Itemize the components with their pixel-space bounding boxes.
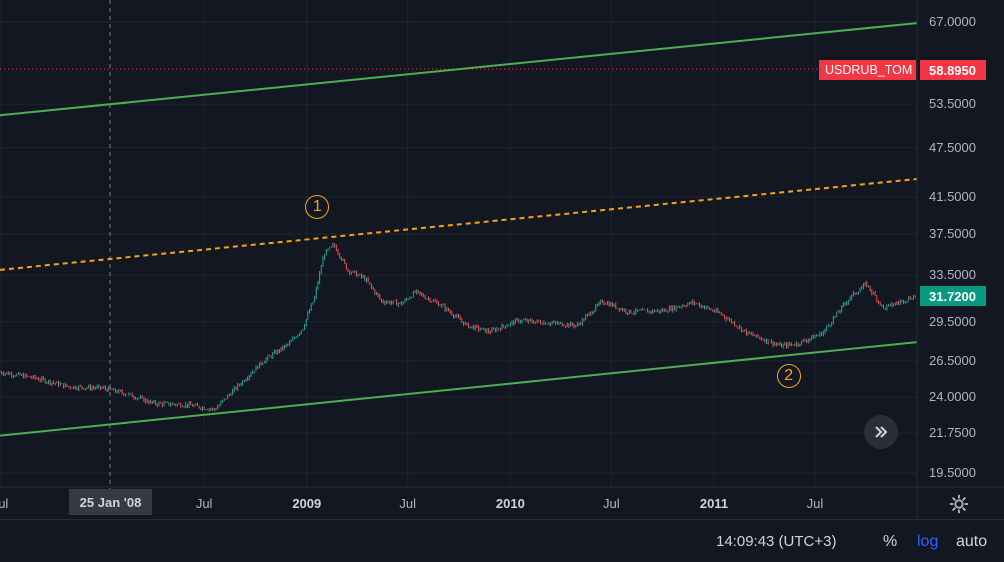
x-tick-label: 2010 bbox=[495, 496, 525, 511]
y-tick-label: 41.5000 bbox=[929, 189, 976, 205]
current-price-tag: 31.7200 bbox=[920, 286, 986, 306]
mid-channel-trendline bbox=[0, 177, 918, 271]
x-tick-label: Jul bbox=[806, 496, 824, 511]
y-tick-label: 53.5000 bbox=[929, 96, 976, 112]
double-chevron-right-icon bbox=[875, 426, 888, 438]
log-scale-button[interactable]: log bbox=[917, 533, 939, 550]
percent-scale-button[interactable]: % bbox=[883, 533, 898, 550]
y-tick-label: 24.0000 bbox=[929, 389, 976, 405]
y-tick-label: 33.5000 bbox=[929, 267, 976, 283]
x-tick-label: 2011 bbox=[699, 496, 729, 511]
y-tick-label: 19.5000 bbox=[929, 465, 976, 480]
annotation-marker-2[interactable]: 2 bbox=[776, 364, 801, 389]
lower-channel-trendline bbox=[0, 341, 918, 437]
clock-timezone[interactable]: 14:09:43 (UTC+3) bbox=[716, 533, 837, 550]
x-tick-label: Jul bbox=[399, 496, 417, 511]
symbol-tag: USDRUB_TOM bbox=[819, 60, 916, 80]
x-tick-label: Jul bbox=[195, 496, 213, 511]
x-tick-label: Jul bbox=[603, 496, 620, 511]
annotation-marker-1[interactable]: 1 bbox=[305, 194, 330, 219]
scroll-to-realtime-button[interactable] bbox=[864, 415, 898, 449]
y-tick-label: 29.5000 bbox=[929, 313, 976, 329]
x-tick-label: 2009 bbox=[292, 496, 322, 511]
candles bbox=[0, 242, 918, 412]
auto-scale-button[interactable]: auto bbox=[956, 533, 988, 550]
y-tick-label: 47.5000 bbox=[929, 139, 976, 155]
bottom-toolbar bbox=[0, 519, 1004, 562]
last-price-tag: 58.8950 bbox=[920, 60, 986, 80]
crosshair-date-label: 25 Jan '08 bbox=[69, 489, 152, 515]
gear-icon[interactable] bbox=[948, 493, 970, 515]
y-tick-label: 67.0000 bbox=[929, 14, 976, 29]
y-tick-label: 21.7500 bbox=[929, 425, 976, 441]
trendlines bbox=[0, 22, 918, 437]
grid bbox=[0, 0, 917, 487]
y-tick-label: 37.5000 bbox=[929, 226, 976, 242]
y-tick-label: 26.5000 bbox=[929, 352, 976, 368]
upper-channel-trendline bbox=[0, 22, 918, 117]
x-tick-label: Jul bbox=[0, 496, 9, 511]
